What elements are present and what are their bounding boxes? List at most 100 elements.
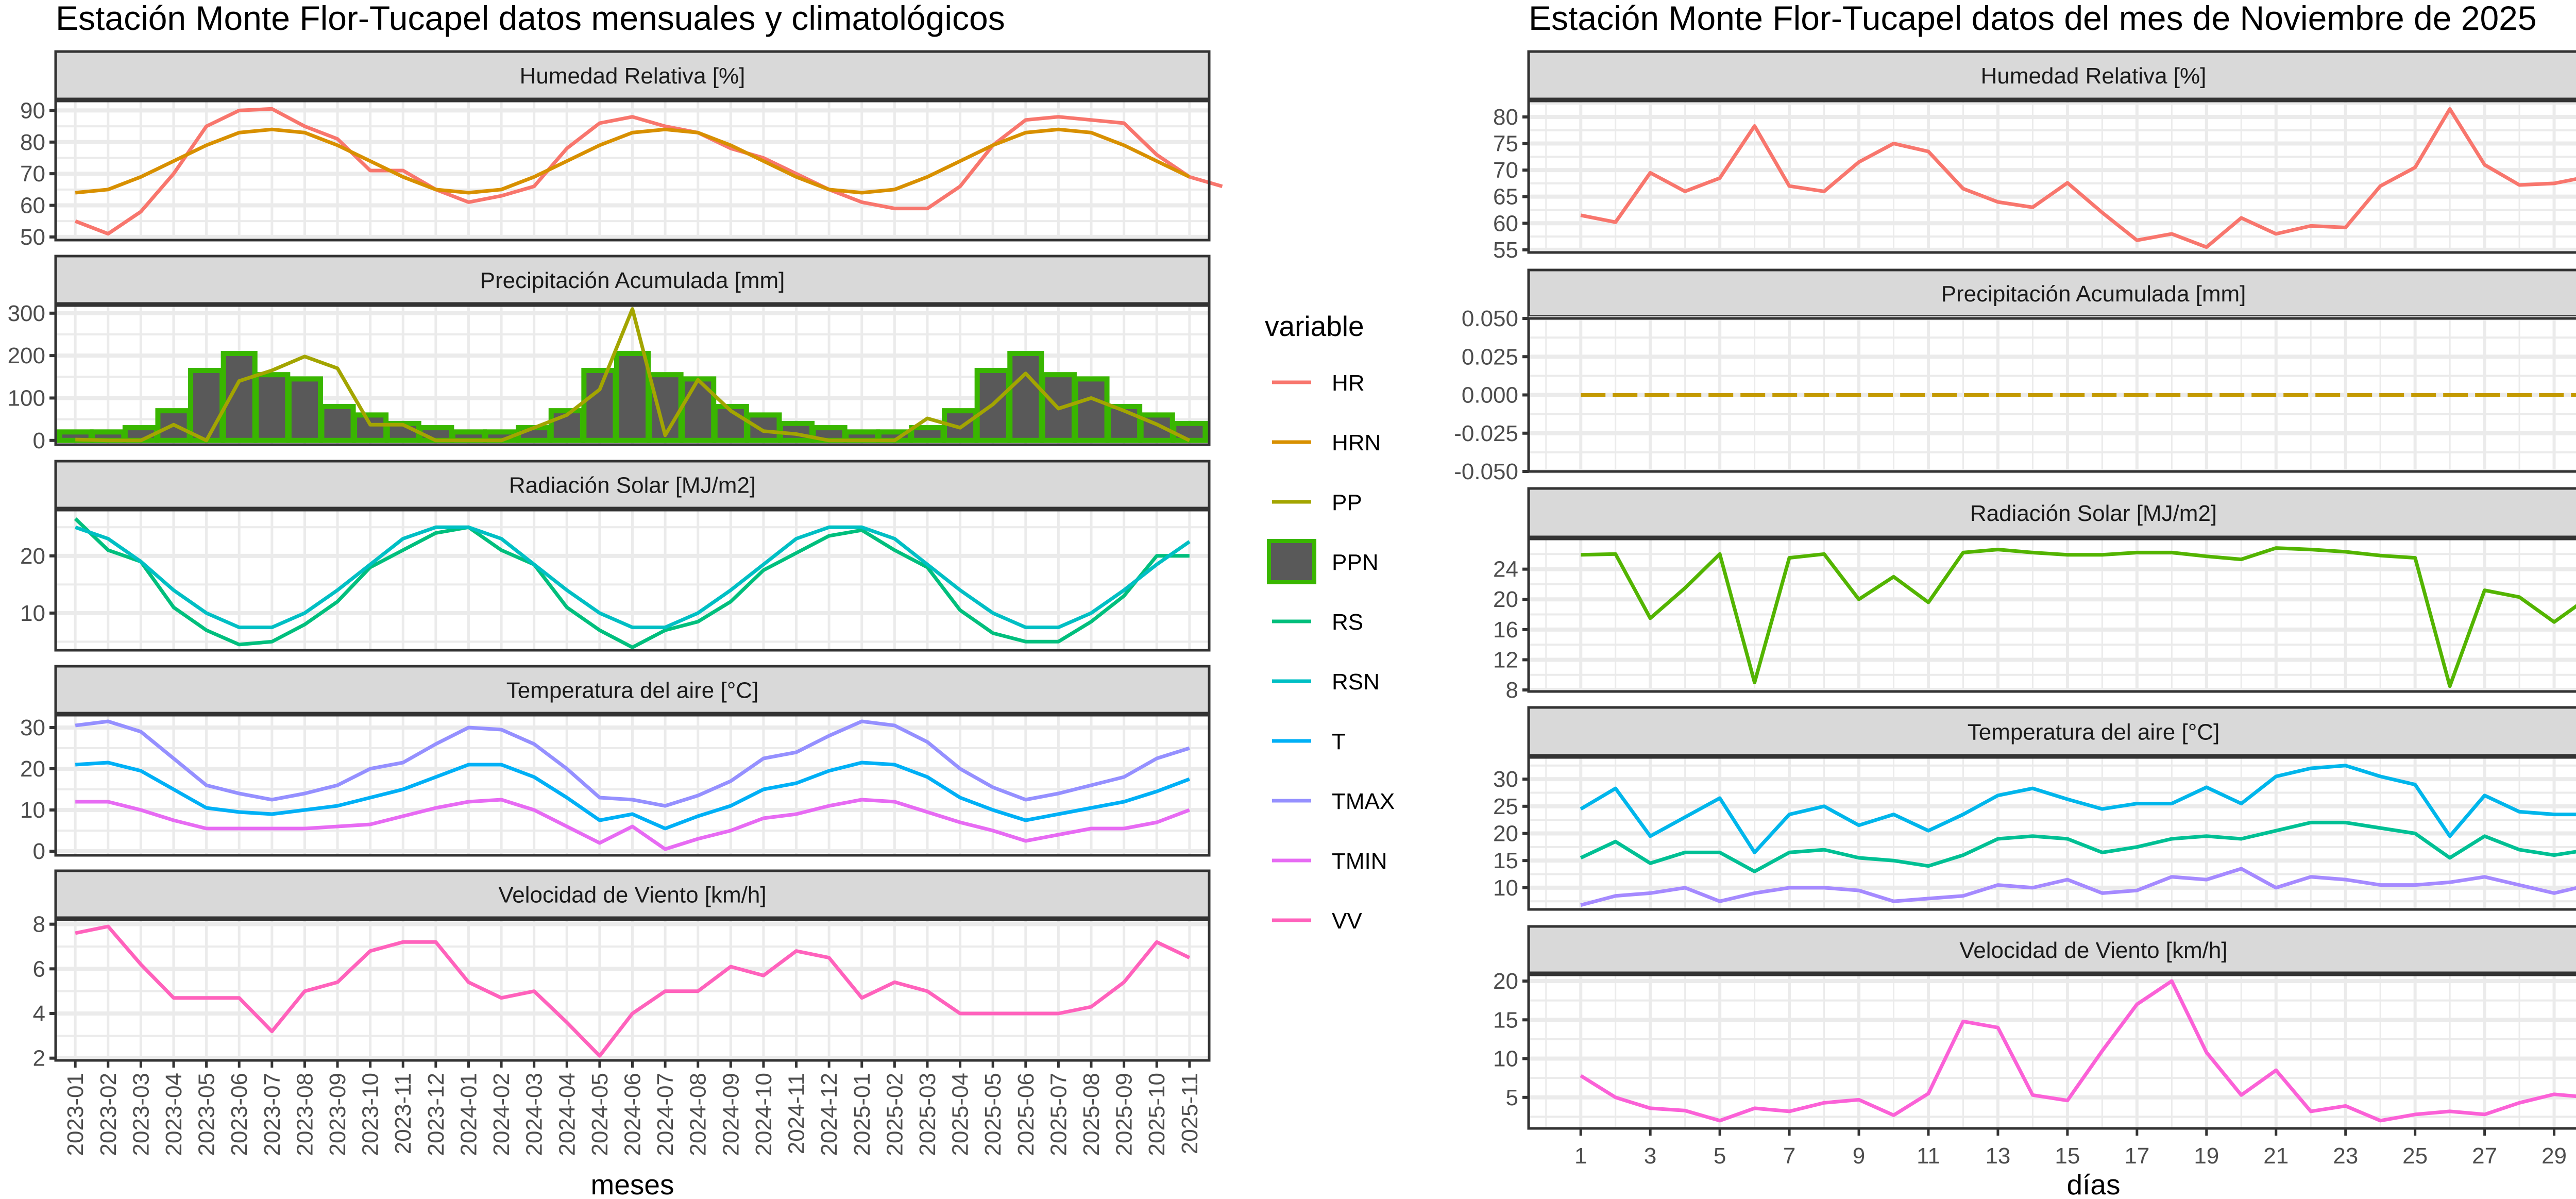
x-tick-label: 2024-07 bbox=[653, 1073, 678, 1156]
y-tick-label: 60 bbox=[20, 193, 45, 218]
y-tick-label: 25 bbox=[1493, 794, 1518, 819]
y-tick-label: 20 bbox=[1493, 821, 1518, 847]
bar-PPN bbox=[188, 367, 225, 443]
y-tick-label: 70 bbox=[1493, 158, 1518, 183]
facet-strip bbox=[1527, 268, 2576, 318]
y-tick-label: 10 bbox=[1493, 1046, 1518, 1072]
facet-panel: Precipitación Acumulada [mm] 0 100 200 300 bbox=[8, 255, 1211, 453]
x-tick-label: 2023-06 bbox=[227, 1073, 252, 1156]
y-tick-label: 90 bbox=[20, 98, 45, 123]
x-tick-label: 2023-05 bbox=[194, 1073, 219, 1156]
y-tick-label: 6 bbox=[33, 956, 45, 982]
facet-panel: Radiación Solar [MJ/m2] 8 12 16 20 24 bbox=[1493, 487, 2576, 703]
legend-label: HRN bbox=[1332, 430, 1381, 455]
facet-panel: Velocidad de Viento [km/h] 2 4 6 8 2023-01 202… bbox=[33, 869, 1211, 1199]
x-tick-label: 2024-10 bbox=[751, 1073, 776, 1156]
x-tick-label: 2025-11 bbox=[1177, 1073, 1202, 1154]
x-tick-label: 2025-10 bbox=[1144, 1073, 1170, 1156]
y-tick-label: 20 bbox=[20, 544, 45, 569]
y-tick-label: 4 bbox=[33, 1001, 45, 1026]
facet-strip bbox=[54, 869, 1211, 919]
bar-PPN bbox=[614, 351, 651, 443]
facet-strip bbox=[1527, 50, 2576, 100]
panel-border bbox=[54, 304, 1211, 446]
y-tick-label: 60 bbox=[1493, 211, 1518, 236]
series-line-tmax bbox=[75, 719, 1190, 808]
x-tick-label: 17 bbox=[2124, 1143, 2149, 1169]
x-tick-label: 2024-05 bbox=[587, 1073, 613, 1156]
legend-label: HR bbox=[1332, 370, 1365, 396]
x-tick-label: 2025-09 bbox=[1112, 1073, 1137, 1156]
bar-PPN bbox=[581, 367, 618, 443]
chart-title: Estación Monte Flor-Tucapel datos mensua… bbox=[56, 0, 1005, 37]
panel-border bbox=[54, 509, 1211, 652]
facet-panel: Precipitación Acumulada [mm] -0.050 -0.025… bbox=[1454, 268, 2576, 484]
chart-title: Estación Monte Flor-Tucapel datos del me… bbox=[1529, 0, 2537, 37]
x-tick-label: 2024-09 bbox=[718, 1073, 743, 1156]
x-tick-label: 21 bbox=[2263, 1143, 2289, 1169]
bar-PPN bbox=[352, 412, 389, 443]
facet-strip bbox=[54, 50, 1211, 100]
y-tick-label: 80 bbox=[20, 130, 45, 155]
x-tick-label: 2023-03 bbox=[128, 1073, 154, 1156]
monthly-chart: Estación Monte Flor-Tucapel datos mensua… bbox=[8, 0, 1395, 1199]
panel-border bbox=[1527, 537, 2576, 693]
y-tick-label: 20 bbox=[20, 756, 45, 782]
facet-strip-label: Temperatura del aire [°C] bbox=[506, 678, 759, 703]
legend-item: VV bbox=[1272, 908, 1362, 934]
y-tick-label: 75 bbox=[1493, 131, 1518, 157]
x-tick-label: 5 bbox=[1714, 1143, 1726, 1169]
facet-strip-label: Humedad Relativa [%] bbox=[520, 63, 745, 89]
y-tick-label: 20 bbox=[1493, 587, 1518, 612]
facet-strip-label: Humedad Relativa [%] bbox=[1981, 63, 2207, 89]
series-line-rsn bbox=[75, 525, 1191, 630]
y-tick-label: 30 bbox=[20, 715, 45, 740]
x-tick-label: 2025-06 bbox=[1013, 1073, 1039, 1156]
x-tick-label: 2024-08 bbox=[686, 1073, 711, 1156]
legend-item: HRN bbox=[1272, 430, 1381, 455]
x-tick-label: 2023-07 bbox=[260, 1073, 285, 1156]
series-line-t bbox=[1580, 820, 2576, 873]
x-tick-label: 2025-01 bbox=[850, 1073, 875, 1156]
y-tick-label: 55 bbox=[1493, 238, 1518, 263]
y-tick-label: 16 bbox=[1493, 617, 1518, 643]
y-tick-label: 10 bbox=[20, 601, 45, 626]
panel-border bbox=[1527, 317, 2576, 473]
y-tick-label: -0.025 bbox=[1454, 421, 1518, 446]
bar-PPN bbox=[221, 351, 258, 443]
x-tick-label: 2025-07 bbox=[1046, 1073, 1071, 1156]
x-tick-label: 2023-02 bbox=[96, 1073, 121, 1156]
panel-border bbox=[1527, 973, 2576, 1130]
bar-PPN bbox=[909, 425, 946, 443]
y-tick-label: 50 bbox=[20, 225, 45, 250]
x-tick-label: 2025-03 bbox=[915, 1073, 940, 1156]
y-tick-label: 0.025 bbox=[1462, 344, 1518, 369]
x-tick-label: 2024-04 bbox=[554, 1073, 580, 1156]
legend-key-bar bbox=[1267, 539, 1316, 584]
facet-strip bbox=[1527, 925, 2576, 974]
bar-PPN bbox=[1007, 351, 1044, 443]
legend-label: TMIN bbox=[1332, 849, 1387, 874]
x-tick-label: 2025-04 bbox=[948, 1073, 973, 1156]
x-tick-label: 27 bbox=[2472, 1143, 2497, 1169]
x-tick-label: 2024-01 bbox=[456, 1073, 481, 1156]
facet-panel: Humedad Relativa [%] 50 60 70 80 90 bbox=[20, 50, 1223, 250]
legend-label: VV bbox=[1332, 908, 1362, 934]
series-line-pp bbox=[75, 307, 1191, 443]
x-tick-label: 7 bbox=[1783, 1143, 1795, 1169]
x-tick-label: 2025-05 bbox=[980, 1073, 1006, 1156]
y-tick-label: 0 bbox=[33, 428, 45, 453]
y-tick-label: 0.000 bbox=[1462, 383, 1518, 408]
y-tick-label: 15 bbox=[1493, 848, 1518, 873]
series-line-tmin bbox=[75, 798, 1191, 851]
legend-label: T bbox=[1332, 729, 1346, 754]
x-tick-label: 13 bbox=[1985, 1143, 2010, 1169]
y-tick-label: 0.050 bbox=[1462, 306, 1518, 331]
x-tick-label: 2024-12 bbox=[817, 1073, 842, 1156]
y-tick-label: 15 bbox=[1493, 1007, 1518, 1033]
facet-panel: Radiación Solar [MJ/m2] 10 20 bbox=[20, 460, 1211, 652]
series-line-rs bbox=[1581, 546, 2576, 688]
panel-border bbox=[54, 714, 1211, 857]
